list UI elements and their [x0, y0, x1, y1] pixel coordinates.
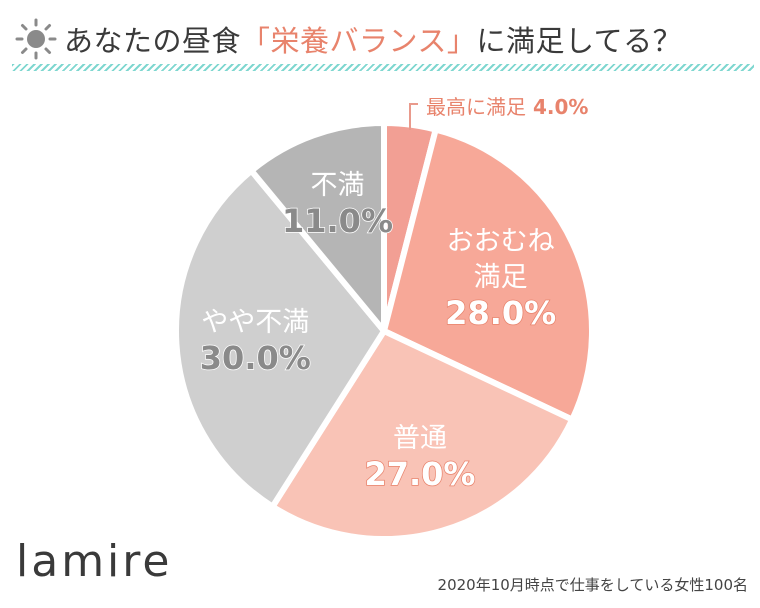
brand-logo: lamire [16, 536, 173, 587]
title-prefix: あなたの昼食 [64, 24, 242, 58]
slice-value-text: 28.0% [445, 294, 556, 332]
slice-category-text: おおむね [447, 226, 555, 257]
sun-icon [15, 18, 57, 60]
slice-value-text: 27.0% [364, 455, 475, 493]
callout-value: 4.0% [526, 95, 588, 119]
title-suffix: に満足してる？ [476, 24, 683, 58]
slice-category-text: 不満 [310, 170, 364, 201]
slice-futsuu [269, 328, 576, 542]
title-underline [12, 64, 754, 71]
footnote: 2020年10月時点で仕事をしている女性100名 [437, 576, 748, 594]
slice-category-text: 普通 [393, 423, 447, 454]
svg-text:最高に満足 4.0%: 最高に満足 4.0% [426, 95, 588, 119]
slice-category-text: 満足 [474, 262, 528, 293]
callout-category: 最高に満足 [426, 95, 526, 119]
title-emphasis: 「栄養バランス」 [241, 24, 477, 58]
slice-fuman [248, 120, 387, 334]
label-saikou-manzoku: 最高に満足 4.0% [409, 95, 588, 130]
slice-category-text: やや不満 [201, 307, 309, 338]
slice-value-text: 11.0% [282, 202, 393, 240]
chart-title: あなたの昼食「栄養バランス」に満足してる？ [12, 14, 752, 64]
slice-value-text: 30.0% [200, 339, 311, 377]
slice-oomune-manzoku [381, 126, 595, 423]
slice-yaya-fuman [173, 167, 387, 510]
